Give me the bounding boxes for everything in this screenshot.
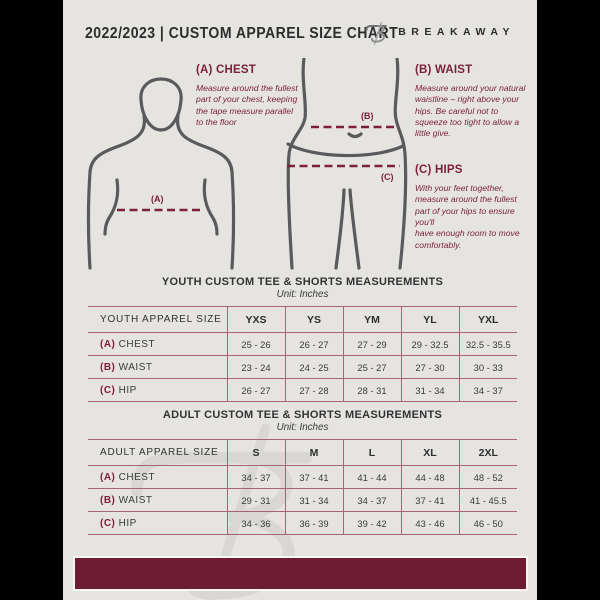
waist-marker-label: (B) xyxy=(361,111,374,121)
table-row: (C) HIP 34 - 36 36 - 39 39 - 42 43 - 46 … xyxy=(88,511,517,535)
row-label: (A) CHEST xyxy=(88,333,227,356)
table-row: (B) WAIST 23 - 24 24 - 25 25 - 27 27 - 3… xyxy=(88,355,517,379)
chest-marker-label: (A) xyxy=(151,194,164,204)
chest-instructions: (A) CHEST Measure around the fullest par… xyxy=(196,64,302,128)
cell: 43 - 46 xyxy=(400,511,459,535)
row-name: CHEST xyxy=(118,471,156,483)
size-col: YS xyxy=(284,306,343,333)
torso-chest-diagram: (A) xyxy=(86,77,236,270)
cell: 29 - 31 xyxy=(226,488,285,512)
row-prefix: (A) xyxy=(100,471,116,483)
cell: 24 - 25 xyxy=(284,355,343,379)
adult-size-table: ADULT APPAREL SIZE S M L XL 2XL (A) CHES… xyxy=(88,439,517,535)
size-col: YM xyxy=(342,306,401,333)
table-header-row: ADULT APPAREL SIZE S M L XL 2XL xyxy=(88,439,517,466)
cell: 32.5 - 35.5 xyxy=(458,332,517,356)
table-header-row: YOUTH APPAREL SIZE YXS YS YM YL YXL xyxy=(88,306,517,333)
cell: 25 - 27 xyxy=(342,355,401,379)
size-col: L xyxy=(342,439,401,466)
row-name: WAIST xyxy=(118,361,153,373)
table-row: (B) WAIST 29 - 31 31 - 34 34 - 37 37 - 4… xyxy=(88,488,517,512)
youth-measurements-section: YOUTH CUSTOM TEE & SHORTS MEASUREMENTS U… xyxy=(88,276,517,402)
cell: 28 - 31 xyxy=(342,378,401,402)
row-label: (C) HIP xyxy=(88,512,227,535)
adult-measurements-section: ADULT CUSTOM TEE & SHORTS MEASUREMENTS U… xyxy=(88,409,517,535)
youth-table-unit: Unit: Inches xyxy=(276,289,329,300)
cell: 23 - 24 xyxy=(226,355,285,379)
size-col: 2XL xyxy=(458,439,517,466)
row-prefix: (C) xyxy=(100,384,116,396)
cell: 31 - 34 xyxy=(284,488,343,512)
cell: 27 - 28 xyxy=(284,378,343,402)
youth-table-title: YOUTH CUSTOM TEE & SHORTS MEASUREMENTS xyxy=(161,276,444,288)
cell: 26 - 27 xyxy=(226,378,285,402)
row-label: (B) WAIST xyxy=(88,356,227,379)
cell: 37 - 41 xyxy=(284,465,343,489)
row-prefix: (C) xyxy=(100,517,116,529)
size-col: XL xyxy=(400,439,459,466)
page-title: 2022/2023 | CUSTOM APPAREL SIZE CHART xyxy=(85,25,399,42)
size-col: YL xyxy=(400,306,459,333)
cell: 36 - 39 xyxy=(284,511,343,535)
cell: 30 - 33 xyxy=(458,355,517,379)
chest-heading: (A) CHEST xyxy=(196,64,256,76)
cell: 29 - 32.5 xyxy=(400,332,459,356)
row-prefix: (B) xyxy=(100,361,116,373)
row-name: WAIST xyxy=(118,494,153,506)
waist-body-text: Measure around your natural waistline – … xyxy=(415,83,526,139)
hips-instructions: (C) HIPS With your feet together, measur… xyxy=(415,164,531,251)
table-row: (A) CHEST 25 - 26 26 - 27 27 - 29 29 - 3… xyxy=(88,332,517,356)
row-name: CHEST xyxy=(118,338,156,350)
cell: 41 - 44 xyxy=(342,465,401,489)
cell: 26 - 27 xyxy=(284,332,343,356)
cell: 44 - 48 xyxy=(400,465,459,489)
row-prefix: (B) xyxy=(100,494,116,506)
cell: 39 - 42 xyxy=(342,511,401,535)
adult-table-title: ADULT CUSTOM TEE & SHORTS MEASUREMENTS xyxy=(162,409,443,421)
adult-size-header: ADULT APPAREL SIZE xyxy=(100,447,219,458)
size-col: M xyxy=(284,439,343,466)
cell: 34 - 36 xyxy=(226,511,285,535)
cell: 34 - 37 xyxy=(226,465,285,489)
cell: 48 - 52 xyxy=(458,465,517,489)
youth-size-table: YOUTH APPAREL SIZE YXS YS YM YL YXL (A) … xyxy=(88,306,517,402)
hips-marker-label: (C) xyxy=(381,172,394,182)
table-row: (C) HIP 26 - 27 27 - 28 28 - 31 31 - 34 … xyxy=(88,378,517,402)
cell: 27 - 29 xyxy=(342,332,401,356)
row-label: (C) HIP xyxy=(88,379,227,402)
cell: 34 - 37 xyxy=(458,378,517,402)
hips-body-text: With your feet together, measure around … xyxy=(415,183,520,250)
footer-accent-bar xyxy=(73,556,528,591)
cell: 31 - 34 xyxy=(400,378,459,402)
row-label: (B) WAIST xyxy=(88,489,227,512)
waist-hips-diagram: (B) (C) xyxy=(286,58,408,270)
size-chart-document: 2022/2023 | CUSTOM APPAREL SIZE CHART BR… xyxy=(63,0,537,600)
cell: 25 - 26 xyxy=(226,332,285,356)
cell: 46 - 50 xyxy=(458,511,517,535)
row-name: HIP xyxy=(118,517,137,529)
waist-instructions: (B) WAIST Measure around your natural wa… xyxy=(415,64,531,140)
cell: 41 - 45.5 xyxy=(458,488,517,512)
row-name: HIP xyxy=(118,384,137,396)
size-col: YXL xyxy=(458,306,517,333)
waist-heading: (B) WAIST xyxy=(415,64,473,76)
size-col: S xyxy=(226,439,285,466)
hips-heading: (C) HIPS xyxy=(415,164,463,176)
size-col: YXS xyxy=(226,306,285,333)
adult-table-unit: Unit: Inches xyxy=(276,422,329,433)
cell: 27 - 30 xyxy=(400,355,459,379)
youth-size-header: YOUTH APPAREL SIZE xyxy=(100,314,222,325)
breakaway-b-logo xyxy=(365,21,388,45)
cell: 34 - 37 xyxy=(342,488,401,512)
table-row: (A) CHEST 34 - 37 37 - 41 41 - 44 44 - 4… xyxy=(88,465,517,489)
row-label: (A) CHEST xyxy=(88,466,227,489)
brand-lockup: BREAKAWAY xyxy=(364,18,515,45)
chest-body-text: Measure around the fullest part of your … xyxy=(196,83,298,128)
brand-name: BREAKAWAY xyxy=(398,25,515,38)
cell: 37 - 41 xyxy=(400,488,459,512)
row-prefix: (A) xyxy=(100,338,116,350)
